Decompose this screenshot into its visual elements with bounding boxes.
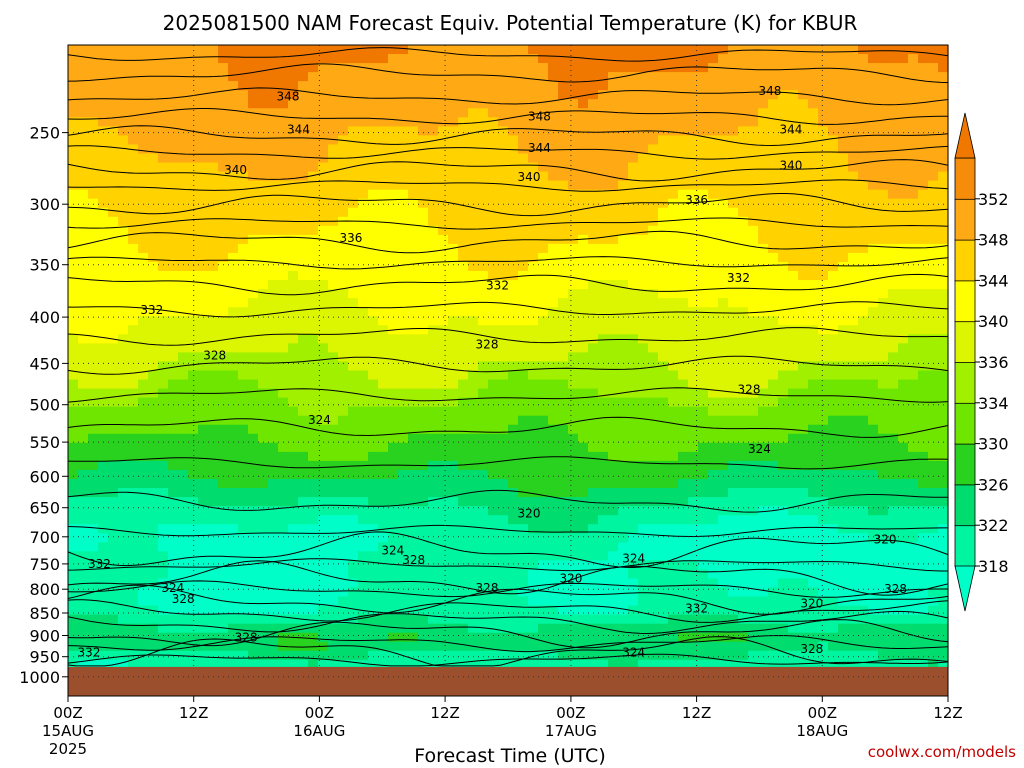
- colorbar-label: 340: [978, 312, 1009, 331]
- credit-label: coolwx.com/models: [868, 743, 1016, 761]
- contour-label: 328: [476, 338, 499, 352]
- contour-label: 340: [779, 159, 802, 173]
- x-tick-date: 15AUG: [42, 722, 94, 740]
- y-tick-label: 250: [29, 124, 60, 143]
- y-tick-label: 450: [29, 354, 60, 373]
- contour-label: 320: [800, 597, 823, 611]
- contour-label: 328: [172, 592, 195, 606]
- plot-area: [68, 45, 949, 668]
- contour-label: 348: [277, 89, 300, 103]
- contour-label: 328: [402, 553, 425, 567]
- contour-label: 320: [874, 533, 897, 547]
- colorbar-swatch: [954, 157, 976, 200]
- y-tick-label: 800: [29, 580, 60, 599]
- y-axis: 250 300 350 400 450 500 550 600 650 700 750 800 850 9…: [19, 124, 68, 687]
- y-tick-label: 950: [29, 648, 60, 667]
- y-tick-label: 650: [29, 499, 60, 518]
- colorbar-label: 344: [978, 271, 1009, 290]
- colorbar-swatch: [954, 198, 976, 241]
- contour-label: 324: [622, 646, 645, 660]
- colorbar-swatch: [954, 279, 976, 323]
- y-tick-label: 500: [29, 396, 60, 415]
- x-tick-date: 16AUG: [293, 722, 345, 740]
- x-tick-label: 12Z: [179, 704, 208, 722]
- contour-label: 332: [486, 279, 509, 293]
- contour-label: 336: [339, 231, 362, 245]
- contour-label: 348: [528, 110, 551, 124]
- contour-label: 328: [800, 642, 823, 656]
- colorbar-label: 336: [978, 353, 1009, 372]
- colorbar-label: 352: [978, 190, 1009, 209]
- contour-label: 332: [685, 601, 708, 615]
- contour-label: 344: [779, 123, 802, 137]
- contour-label: 324: [748, 442, 771, 456]
- y-tick-label: 750: [29, 555, 60, 574]
- contour-label: 344: [287, 123, 310, 137]
- x-tick-label: 12Z: [933, 704, 962, 722]
- contour-label: 328: [235, 631, 258, 645]
- colorbar-label: 330: [978, 435, 1009, 454]
- x-tick-label: 00Z: [556, 704, 585, 722]
- colorbar-label: 322: [978, 516, 1009, 535]
- x-tick-label: 00Z: [808, 704, 837, 722]
- contour-label: 320: [559, 571, 582, 585]
- contour-labels: 348 348 348 344 344 344 340 340 340 336 336 332 332 3…: [78, 84, 908, 659]
- colorbar-swatch: [954, 361, 976, 404]
- x-axis-label: Forecast Time (UTC): [414, 745, 605, 767]
- contour-label: 340: [224, 163, 247, 177]
- y-tick-label: 350: [29, 256, 60, 275]
- contour-label: 324: [161, 581, 184, 595]
- y-tick-label: 400: [29, 308, 60, 327]
- colorbar-swatch: [954, 239, 976, 282]
- chart-title: 2025081500 NAM Forecast Equiv. Potential…: [163, 11, 858, 35]
- contour-label: 332: [88, 557, 111, 571]
- x-tick-date: 17AUG: [545, 722, 597, 740]
- contour-label: 320: [518, 507, 541, 521]
- colorbar-swatch: [954, 443, 976, 486]
- colorbar-low-arrow: [954, 565, 976, 612]
- y-tick-label: 1000: [19, 668, 60, 687]
- y-tick-label: 600: [29, 467, 60, 486]
- contour-label: 328: [884, 582, 907, 596]
- x-tick-label: 12Z: [682, 704, 711, 722]
- colorbar-label: 318: [978, 557, 1009, 576]
- y-tick-label: 900: [29, 627, 60, 646]
- colorbar-label: 334: [978, 394, 1009, 413]
- contour-label: 328: [738, 383, 761, 397]
- contour-label: 328: [476, 581, 499, 595]
- contour-label: 328: [203, 348, 226, 362]
- colorbar-label: 326: [978, 475, 1009, 494]
- y-tick-label: 550: [29, 433, 60, 452]
- y-tick-label: 850: [29, 604, 60, 623]
- contour-label: 332: [140, 303, 163, 317]
- x-tick-label: 12Z: [430, 704, 459, 722]
- colorbar-label: 348: [978, 231, 1009, 250]
- colorbar-swatch: [954, 483, 976, 527]
- contour-label: 344: [528, 141, 551, 155]
- contour-label: 332: [78, 646, 101, 660]
- y-tick-label: 300: [29, 195, 60, 214]
- contour-label: 340: [518, 170, 541, 184]
- colorbar-swatch: [954, 402, 976, 445]
- x-tick-label: 00Z: [53, 704, 82, 722]
- x-tick-date: 18AUG: [796, 722, 848, 740]
- x-tick-year: 2025: [49, 740, 87, 758]
- contour-label: 336: [685, 193, 708, 207]
- contour-label: 324: [308, 413, 331, 427]
- colorbar-swatch: [954, 524, 976, 567]
- contour-label: 324: [381, 544, 404, 558]
- contour-lines: [67, 47, 949, 667]
- x-tick-label: 00Z: [305, 704, 334, 722]
- y-tick-label: 700: [29, 528, 60, 547]
- contour-label: 348: [758, 84, 781, 98]
- ground-surface: [68, 666, 948, 696]
- colorbar-high-arrow: [954, 112, 976, 159]
- contour-label: 332: [727, 271, 750, 285]
- plot-frame: [67, 44, 949, 697]
- colorbar: 318 322 326 330 334 336 340 344 348 352: [954, 112, 1009, 612]
- colorbar-swatch: [954, 320, 976, 363]
- contour-label: 324: [622, 552, 645, 566]
